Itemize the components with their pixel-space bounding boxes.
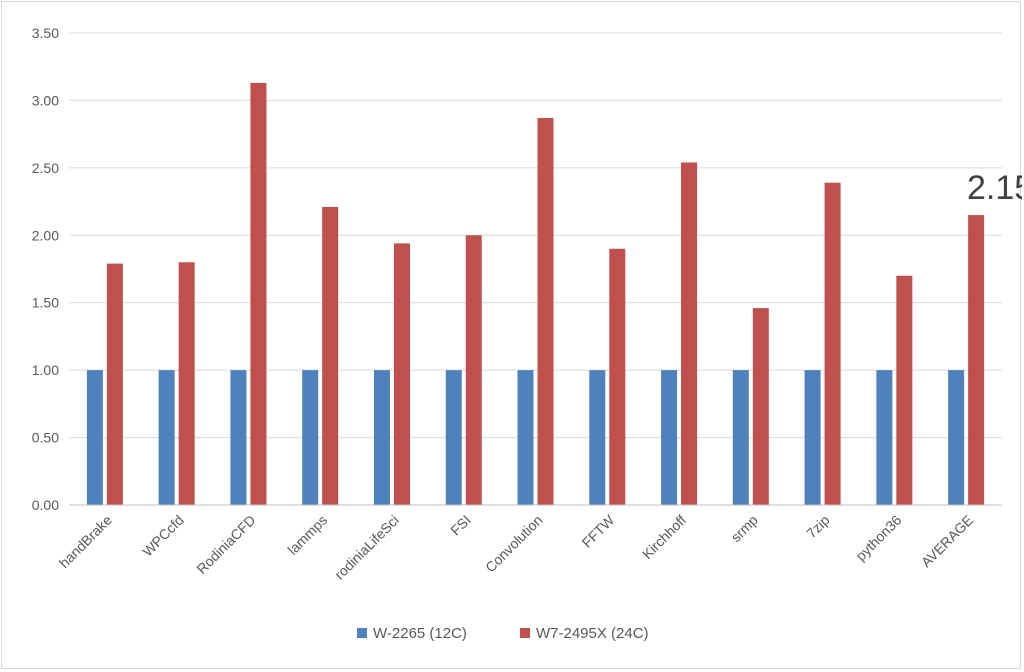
y-tick-label: 2.50 [32, 160, 59, 176]
gridlines [69, 32, 1002, 439]
average-callout-label: 2.15 [967, 169, 1022, 207]
x-category-label: lammps [284, 512, 330, 558]
bar-w-2265 [661, 370, 678, 505]
bars [86, 82, 985, 506]
y-tick-label: 0.00 [32, 497, 59, 513]
bar-w7-2495x [178, 262, 195, 505]
bar-w-2265 [373, 370, 390, 505]
bar-w-2265 [732, 370, 749, 505]
bar-w7-2495x [752, 308, 769, 505]
x-category-label: srmp [728, 512, 761, 545]
bar-w7-2495x [609, 248, 626, 505]
x-category-label: AVERAGE [918, 512, 976, 570]
bar-w-2265 [86, 370, 103, 505]
x-category-label: WPCcfd [139, 512, 187, 560]
legend-swatch [357, 628, 367, 638]
bar-w-2265 [589, 370, 606, 505]
y-tick-label: 3.00 [32, 92, 59, 108]
y-tick-label: 0.50 [32, 430, 59, 446]
bar-w7-2495x [681, 162, 698, 505]
bar-w7-2495x [393, 243, 410, 505]
bar-w-2265 [302, 370, 319, 505]
y-tick-label: 2.00 [32, 227, 59, 243]
bar-w-2265 [517, 370, 534, 505]
bar-w-2265 [230, 370, 247, 505]
legend-label: W-2265 (12C) [373, 625, 467, 642]
bar-w-2265 [876, 370, 893, 505]
x-category-label: 7zip [803, 512, 833, 542]
bar-w-2265 [158, 370, 175, 505]
bar-w7-2495x [537, 117, 554, 506]
bar-w-2265 [948, 370, 965, 505]
x-category-label: FSI [447, 512, 474, 539]
bar-w-2265 [445, 370, 462, 505]
legend: W-2265 (12C) W7-2495X (24C) [357, 625, 649, 642]
bar-w7-2495x [465, 235, 482, 506]
y-tick-label: 1.50 [32, 295, 59, 311]
x-category-label: Kirchhoff [639, 512, 689, 562]
y-axis-ticks: 0.00 0.50 1.00 1.50 2.00 2.50 3.00 3.50 [32, 25, 59, 513]
y-tick-label: 3.50 [32, 25, 59, 41]
x-category-label: python36 [852, 512, 904, 564]
x-category-label: FFTW [579, 511, 618, 550]
bar-w7-2495x [968, 215, 985, 506]
annotations: 2.15 [967, 169, 1022, 207]
x-category-label: Convolution [482, 512, 546, 576]
x-category-label: RodiniaCFD [193, 512, 258, 577]
x-axis-categories: handBrake WPCcfd RodiniaCFD lammps rodiniaLi… [56, 511, 976, 582]
bar-w7-2495x [824, 182, 841, 506]
legend-label: W7-2495X (24C) [536, 625, 649, 642]
x-category-label: handBrake [56, 512, 115, 571]
bar-w7-2495x [250, 82, 267, 505]
bar-w-2265 [804, 370, 821, 505]
legend-swatch [520, 628, 530, 638]
x-category-label: rodiniaLifeSci [331, 512, 402, 583]
y-tick-label: 1.00 [32, 362, 59, 378]
bar-w7-2495x [896, 275, 913, 505]
bar-w7-2495x [322, 206, 339, 506]
bar-w7-2495x [106, 263, 123, 505]
